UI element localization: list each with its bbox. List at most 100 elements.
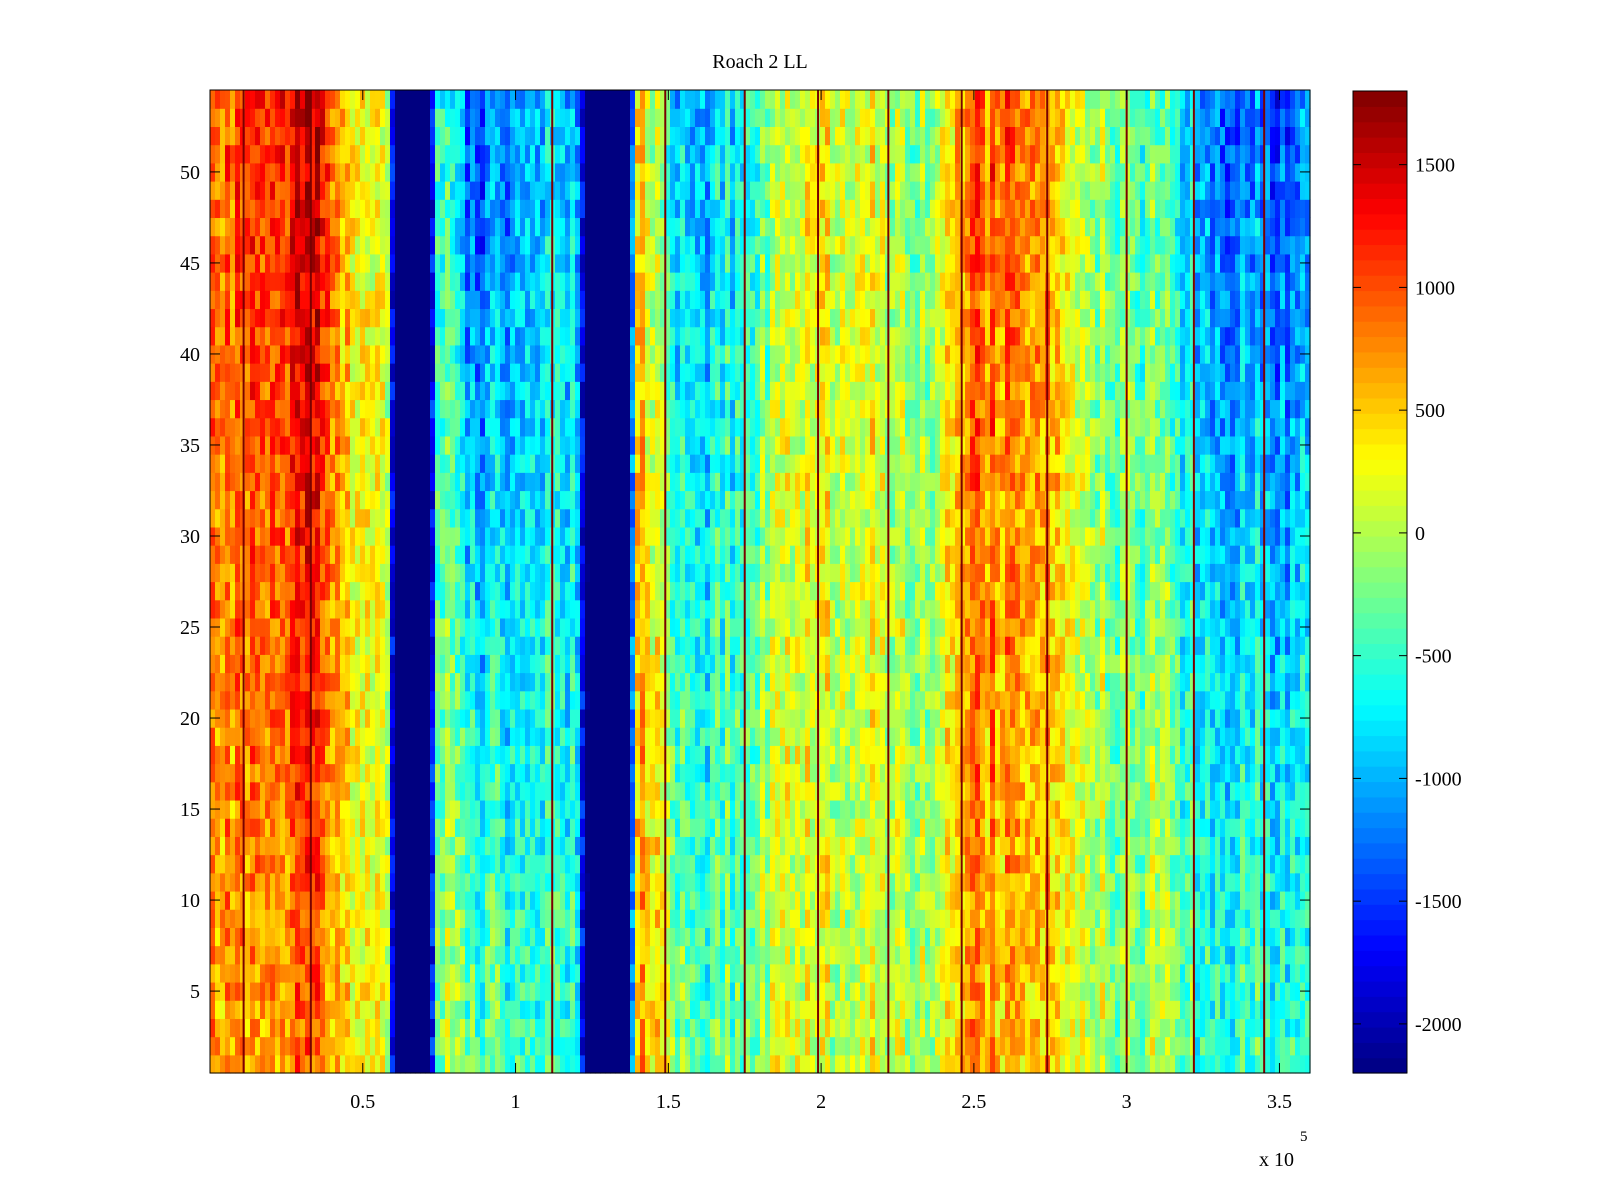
heatmap-cell bbox=[410, 417, 416, 437]
heatmap-cell bbox=[590, 162, 596, 182]
heatmap-cell bbox=[535, 326, 541, 346]
heatmap-cell bbox=[580, 308, 586, 328]
heatmap-cell bbox=[655, 1036, 661, 1056]
heatmap-cell bbox=[465, 217, 471, 237]
heatmap-cell bbox=[585, 1000, 591, 1019]
heatmap-cell bbox=[400, 599, 406, 619]
heatmap-cell bbox=[260, 126, 266, 146]
heatmap-cell bbox=[545, 217, 551, 237]
heatmap-cell bbox=[600, 818, 606, 837]
heatmap-cell bbox=[580, 763, 586, 783]
heatmap-cell bbox=[420, 1018, 426, 1038]
heatmap-cell bbox=[485, 435, 491, 455]
heatmap-cell bbox=[515, 1018, 521, 1038]
heatmap-cell bbox=[310, 181, 316, 200]
heatmap-cell bbox=[315, 326, 321, 346]
heatmap-cell bbox=[465, 363, 471, 382]
heatmap-cell bbox=[605, 581, 611, 601]
heatmap-cell bbox=[280, 563, 286, 583]
heatmap-cell bbox=[565, 1018, 571, 1038]
heatmap-cell bbox=[565, 272, 571, 291]
heatmap-cell bbox=[585, 90, 591, 109]
heatmap-cell bbox=[540, 472, 546, 492]
heatmap-cell bbox=[280, 272, 286, 291]
heatmap-cell bbox=[525, 235, 531, 255]
heatmap-cell bbox=[455, 636, 461, 655]
heatmap-cell bbox=[630, 690, 636, 710]
heatmap-cell bbox=[375, 526, 381, 546]
heatmap-cell bbox=[355, 126, 361, 146]
heatmap-cell bbox=[570, 981, 576, 1001]
heatmap-cell bbox=[285, 235, 291, 255]
heatmap-cell bbox=[450, 836, 456, 856]
heatmap-cell bbox=[515, 654, 521, 674]
heatmap-cell bbox=[225, 144, 231, 164]
heatmap-cell bbox=[350, 581, 356, 601]
heatmap-cell bbox=[250, 90, 256, 109]
heatmap-cell bbox=[645, 563, 651, 583]
heatmap-cell bbox=[515, 745, 521, 765]
heatmap-cell bbox=[610, 290, 616, 310]
heatmap-cell bbox=[425, 508, 431, 528]
heatmap-cell bbox=[640, 872, 646, 892]
heatmap-cell bbox=[350, 1018, 356, 1038]
heatmap-cell bbox=[665, 636, 671, 655]
heatmap-cell bbox=[450, 126, 456, 146]
heatmap-cell bbox=[385, 508, 391, 528]
heatmap-cell bbox=[440, 399, 446, 419]
heatmap-cell bbox=[425, 1036, 431, 1056]
heatmap-cell bbox=[510, 399, 516, 419]
heatmap-cell bbox=[405, 144, 411, 164]
heatmap-cell bbox=[345, 181, 351, 200]
heatmap-cell bbox=[295, 727, 301, 746]
heatmap-cell bbox=[350, 708, 356, 728]
heatmap-cell bbox=[645, 454, 651, 473]
heatmap-cell bbox=[260, 144, 266, 164]
heatmap-cell bbox=[635, 890, 641, 910]
heatmap-cell bbox=[475, 472, 481, 492]
heatmap-cell bbox=[470, 162, 476, 182]
heatmap-cell bbox=[335, 308, 341, 328]
heatmap-cell bbox=[260, 472, 266, 492]
heatmap-cell bbox=[230, 963, 236, 983]
heatmap-cell bbox=[235, 272, 241, 291]
heatmap-cell bbox=[230, 508, 236, 528]
heatmap-cell bbox=[495, 363, 501, 382]
heatmap-cell bbox=[260, 927, 266, 947]
heatmap-cell bbox=[670, 1018, 676, 1038]
heatmap-cell bbox=[325, 435, 331, 455]
heatmap-cell bbox=[625, 763, 631, 783]
heatmap-cell bbox=[460, 1000, 466, 1019]
heatmap-cell bbox=[265, 162, 271, 182]
heatmap-cell bbox=[625, 272, 631, 291]
heatmap-cell bbox=[280, 708, 286, 728]
heatmap-cell bbox=[625, 126, 631, 146]
heatmap-cell bbox=[630, 654, 636, 674]
heatmap-cell bbox=[520, 454, 526, 473]
heatmap-cell bbox=[635, 344, 641, 364]
heatmap-cell bbox=[535, 836, 541, 856]
heatmap-cell bbox=[360, 781, 366, 801]
heatmap-cell bbox=[630, 326, 636, 346]
heatmap-cell bbox=[220, 708, 226, 728]
heatmap-cell bbox=[250, 181, 256, 200]
heatmap-cell bbox=[545, 745, 551, 765]
heatmap-cell bbox=[600, 599, 606, 619]
heatmap-cell bbox=[565, 363, 571, 382]
heatmap-cell bbox=[310, 599, 316, 619]
heatmap-cell bbox=[350, 617, 356, 637]
heatmap-cell bbox=[525, 654, 531, 674]
heatmap-cell bbox=[225, 763, 231, 783]
heatmap-cell bbox=[210, 963, 216, 983]
heatmap-cell bbox=[305, 1036, 311, 1056]
heatmap-cell bbox=[490, 818, 496, 837]
heatmap-cell bbox=[600, 199, 606, 219]
heatmap-cell bbox=[260, 854, 266, 874]
heatmap-cell bbox=[555, 417, 561, 437]
heatmap-cell bbox=[575, 308, 581, 328]
heatmap-cell bbox=[495, 417, 501, 437]
heatmap-cell bbox=[445, 799, 451, 819]
heatmap-cell bbox=[405, 909, 411, 928]
heatmap-cell bbox=[485, 199, 491, 219]
heatmap-cell bbox=[465, 181, 471, 200]
